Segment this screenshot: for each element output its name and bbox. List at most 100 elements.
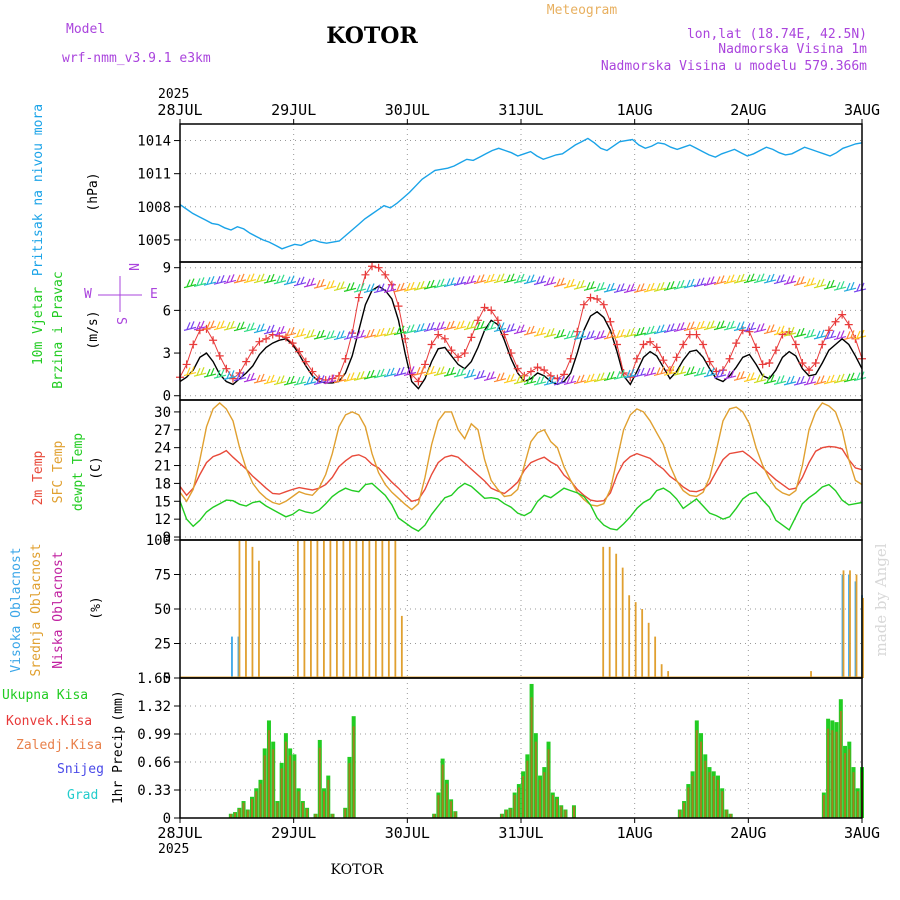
- wind-flag: [783, 375, 797, 386]
- wind-flag: [773, 274, 787, 285]
- gust-marker: [659, 356, 668, 365]
- wind-flag: [713, 275, 727, 286]
- wind-flag: [243, 322, 257, 333]
- wind-flag: [763, 324, 777, 335]
- precip-bar-inner: [306, 808, 309, 818]
- wind-flag: [413, 323, 427, 333]
- precip-bar-inner: [505, 810, 508, 818]
- precip-bar-inner: [848, 749, 851, 818]
- wind-flag: [603, 329, 617, 340]
- precip-bar-inner: [522, 776, 525, 818]
- gust-marker: [467, 333, 476, 342]
- gust-marker: [725, 354, 734, 363]
- wind-flag: [513, 324, 527, 335]
- wind-flag: [713, 320, 727, 331]
- wind-flag: [503, 323, 517, 334]
- wind-flag: [683, 278, 697, 289]
- wind-flag: [703, 276, 717, 287]
- wind-flag: [833, 373, 847, 384]
- precip-ylabel: 1hr Precip: [111, 726, 126, 804]
- gust-marker: [672, 353, 681, 362]
- gust-marker: [533, 363, 542, 372]
- gust-marker: [480, 303, 489, 312]
- gust-marker: [209, 336, 218, 345]
- wind-flag: [263, 273, 277, 284]
- precip-bar-inner: [437, 795, 440, 818]
- gust-marker: [341, 354, 350, 363]
- day-label-bottom: 29JUL: [271, 824, 316, 842]
- day-label-top: 31JUL: [498, 101, 543, 119]
- gust-marker: [222, 364, 231, 373]
- precip-bar-inner: [272, 749, 275, 818]
- wind-flag: [443, 277, 457, 288]
- wind-flag: [243, 372, 257, 383]
- gust-marker: [195, 326, 204, 335]
- wind-flag: [753, 273, 767, 284]
- wind-flag: [793, 375, 807, 386]
- precip-bar-inner: [331, 814, 334, 818]
- ytick-label: 25: [154, 637, 171, 653]
- wind-flag: [453, 320, 467, 331]
- credit-label: made by Angel: [872, 543, 890, 656]
- wind-flag: [533, 275, 547, 286]
- pressure-unit: (hPa): [86, 172, 101, 211]
- gust-marker: [361, 270, 370, 279]
- wind-flag: [293, 375, 307, 386]
- wind-flag: [523, 375, 537, 386]
- wind-flag: [383, 367, 397, 378]
- precip-bar-inner: [729, 814, 732, 818]
- wind-flag: [443, 320, 457, 331]
- gust-marker: [381, 270, 390, 279]
- wind-flag: [283, 327, 297, 337]
- gust-marker: [639, 340, 648, 349]
- ytick-label: 100: [146, 533, 171, 549]
- precip-bar-inner: [708, 772, 711, 818]
- wind-flag: [383, 326, 397, 337]
- day-label-bottom: 30JUL: [385, 824, 430, 842]
- pressure-ylabel: Pritisak na nivou mora: [31, 104, 46, 276]
- wind-flag: [583, 330, 597, 341]
- precip-bar-inner: [284, 741, 287, 818]
- wind-flag: [253, 273, 267, 284]
- precip-bar-inner: [509, 808, 512, 818]
- gust-marker: [818, 340, 827, 349]
- wind-flag: [373, 327, 387, 338]
- gust-marker: [566, 354, 575, 363]
- wind-flag: [323, 374, 337, 385]
- ytick-label: 1.32: [137, 699, 171, 715]
- precip-unit: (mm): [111, 690, 126, 721]
- wind-flag: [423, 279, 437, 290]
- wind-flag: [723, 369, 737, 380]
- wind-flag: [663, 281, 677, 291]
- cloud-ylabel2: Srednja Oblacnost: [29, 543, 44, 676]
- wind-flag: [563, 278, 577, 289]
- gust-marker: [705, 357, 714, 366]
- wind-flag: [613, 369, 627, 380]
- wind-flag: [613, 283, 627, 294]
- precip-bar-inner: [500, 814, 503, 818]
- gust-marker: [613, 340, 622, 349]
- wind-flag: [793, 276, 807, 286]
- wind-flag: [253, 373, 267, 384]
- wind-flag: [193, 320, 207, 331]
- wind-flag: [203, 367, 217, 378]
- precip-bar-inner: [352, 726, 355, 818]
- day-label-bottom: 31JUL: [498, 824, 543, 842]
- wind-flag: [803, 277, 817, 288]
- wind-flag: [373, 368, 387, 379]
- wind-flag: [273, 274, 287, 285]
- precip-bar-inner: [314, 814, 317, 818]
- wind-flag: [803, 375, 817, 386]
- wind-flag: [473, 320, 487, 331]
- compass-s: S: [113, 317, 128, 325]
- precip-bar-inner: [229, 814, 232, 818]
- gust-marker: [652, 343, 661, 352]
- gust-marker: [540, 366, 549, 375]
- series-line: [179, 137, 863, 250]
- day-label-bottom: 28JUL: [157, 824, 202, 842]
- wind-flag: [413, 280, 427, 291]
- wind-flag: [363, 369, 377, 380]
- year-bottom: 2025: [158, 842, 189, 857]
- wind-flag: [543, 328, 557, 338]
